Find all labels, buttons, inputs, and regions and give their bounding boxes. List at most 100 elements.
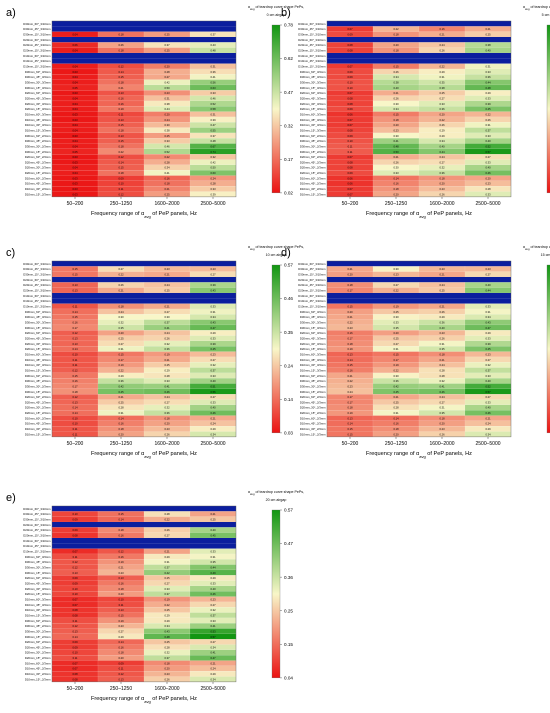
heatmap-cell-empty bbox=[373, 36, 419, 43]
cell-value-label: 0.41 bbox=[210, 651, 216, 655]
cell-value-label: 0.30 bbox=[393, 102, 399, 106]
colorbar-tick-label: 0.47 bbox=[284, 541, 293, 546]
cell-value-label: 0.30 bbox=[118, 315, 124, 319]
cell-value-label: 0.63 bbox=[210, 86, 216, 90]
cell-value-label: 0.52 bbox=[164, 150, 170, 154]
cell-value-label: 0.33 bbox=[210, 374, 216, 378]
cell-value-label: 0.35 bbox=[439, 411, 445, 415]
cell-value-label: 0.27 bbox=[210, 395, 216, 399]
cell-value-label: 0.27 bbox=[164, 581, 170, 585]
cell-value-label: 0.10 bbox=[347, 139, 353, 143]
cell-value-label: 0.03 bbox=[72, 91, 78, 95]
cell-value-label: 0.38 bbox=[393, 80, 399, 84]
cell-value-label: 0.32 bbox=[485, 363, 491, 367]
cell-value-label: 0.31 bbox=[439, 406, 445, 410]
cell-value-label: 0.03 bbox=[72, 155, 78, 159]
cell-value-label: 0.33 bbox=[439, 102, 445, 106]
row-label: D10mm_15°_3/10mm bbox=[298, 64, 326, 68]
cell-value-label: 0.17 bbox=[347, 288, 353, 292]
cell-value-label: 0.27 bbox=[118, 629, 124, 633]
cell-value-label: 0.11 bbox=[73, 304, 78, 308]
cell-value-label: 0.41 bbox=[439, 384, 445, 388]
cell-value-label: 0.23 bbox=[210, 597, 216, 601]
cell-value-label: 0.17 bbox=[347, 395, 353, 399]
row-label: D20mm_15°_3/3mm bbox=[300, 107, 326, 111]
cell-value-label: 0.39 bbox=[485, 342, 491, 346]
x-tick-label: 250–1250 bbox=[110, 441, 132, 447]
cell-value-label: 0.35 bbox=[118, 326, 124, 330]
row-label: D30mm_15°_3/10mm bbox=[298, 272, 326, 276]
heatmap-cell-empty bbox=[52, 36, 98, 43]
cell-value-label: 0.07 bbox=[347, 27, 353, 31]
heatmap-cell-empty bbox=[190, 26, 236, 32]
cell-value-label: 0.11 bbox=[119, 187, 124, 191]
cell-value-label: 0.11 bbox=[119, 112, 124, 116]
x-tick-label: 2500–5000 bbox=[475, 201, 500, 207]
cell-value-label: 0.08 bbox=[347, 48, 353, 52]
row-label: D20mm_60°_3/3mm bbox=[25, 576, 51, 580]
cell-value-label: 0.33 bbox=[210, 91, 216, 95]
row-label: D30mm_30°_2/3mm bbox=[25, 629, 51, 633]
cell-value-label: 0.24 bbox=[164, 331, 170, 335]
heatmap-cell-empty bbox=[52, 261, 98, 267]
cell-value-label: 0.29 bbox=[118, 374, 124, 378]
heatmap-cell-empty bbox=[190, 521, 236, 528]
cell-value-label: 0.28 bbox=[439, 368, 445, 372]
cell-value-label: 0.19 bbox=[118, 107, 124, 111]
cell-value-label: 0.20 bbox=[118, 432, 124, 436]
row-label: D10mm_45°_3/3mm bbox=[25, 118, 51, 122]
cell-value-label: 0.11 bbox=[119, 667, 124, 671]
row-label: D10mm_15°_3/3mm bbox=[25, 128, 51, 132]
cell-value-label: 0.24 bbox=[439, 395, 445, 399]
heatmap-cell-empty bbox=[419, 36, 465, 43]
heatmap-cell-empty bbox=[144, 298, 190, 304]
cell-value-label: 0.40 bbox=[210, 379, 216, 383]
cell-value-label: 0.29 bbox=[485, 331, 491, 335]
cell-value-label: 0.28 bbox=[164, 645, 170, 649]
cell-value-label: 0.30 bbox=[164, 315, 170, 319]
cell-value-label: 0.25 bbox=[164, 363, 170, 367]
cell-value-label: 0.31 bbox=[439, 342, 445, 346]
cell-value-label: 0.23 bbox=[485, 267, 491, 271]
cell-value-label: 0.33 bbox=[164, 587, 170, 591]
cell-value-label: 0.39 bbox=[485, 102, 491, 106]
colorbar-tick-label: 0.36 bbox=[284, 575, 293, 580]
cell-value-label: 0.24 bbox=[210, 176, 216, 180]
row-label: D30mm_45°_3/10mm bbox=[298, 267, 326, 271]
x-tick-label: 1600–2000 bbox=[429, 201, 454, 207]
cell-value-label: 0.15 bbox=[118, 352, 124, 356]
heatmap-cell-empty bbox=[98, 506, 144, 512]
cell-value-label: 0.10 bbox=[347, 86, 353, 90]
row-label: D20mm_30°_3/3mm bbox=[300, 102, 326, 106]
cell-value-label: 0.33 bbox=[485, 374, 491, 378]
cell-value-label: 0.17 bbox=[118, 358, 124, 362]
x-tick-label: 250–1250 bbox=[110, 201, 132, 207]
cell-value-label: 0.51 bbox=[210, 384, 216, 388]
row-label: D20mm_15°_2/3mm bbox=[25, 411, 51, 415]
row-label: D20mm_15°_3/10mm bbox=[23, 288, 51, 292]
colorbar-tick-label: 0.57 bbox=[284, 508, 293, 513]
cell-value-label: 0.24 bbox=[439, 155, 445, 159]
cell-value-label: 0.27 bbox=[164, 400, 170, 404]
cell-value-label: 0.16 bbox=[118, 645, 124, 649]
cell-value-label: 0.34 bbox=[485, 315, 491, 319]
row-label: D30mm_15°_3/10mm bbox=[23, 32, 51, 36]
cell-value-label: 0.23 bbox=[118, 571, 124, 575]
row-label: D10mm_30°_3/3mm bbox=[25, 608, 51, 612]
cell-value-label: 0.40 bbox=[210, 528, 216, 532]
cell-value-label: 0.23 bbox=[210, 352, 216, 356]
cell-value-label: 0.13 bbox=[72, 571, 78, 575]
cell-value-label: 0.33 bbox=[485, 192, 491, 196]
cell-value-label: 0.28 bbox=[439, 374, 445, 378]
cell-value-label: 0.07 bbox=[72, 661, 78, 665]
cell-value-label: 0.44 bbox=[485, 80, 491, 84]
cell-value-label: 0.04 bbox=[72, 171, 78, 175]
heatmap-cell-empty bbox=[98, 298, 144, 304]
cell-value-label: 0.05 bbox=[72, 150, 78, 154]
x-axis-title: Frequency range of αavg of PeP panels, H… bbox=[366, 211, 472, 219]
heatmap-cell-empty bbox=[419, 52, 465, 59]
cell-value-label: 0.15 bbox=[72, 374, 78, 378]
row-label: D10mm_60°_3/3mm bbox=[300, 352, 326, 356]
cell-value-label: 0.46 bbox=[164, 144, 170, 148]
